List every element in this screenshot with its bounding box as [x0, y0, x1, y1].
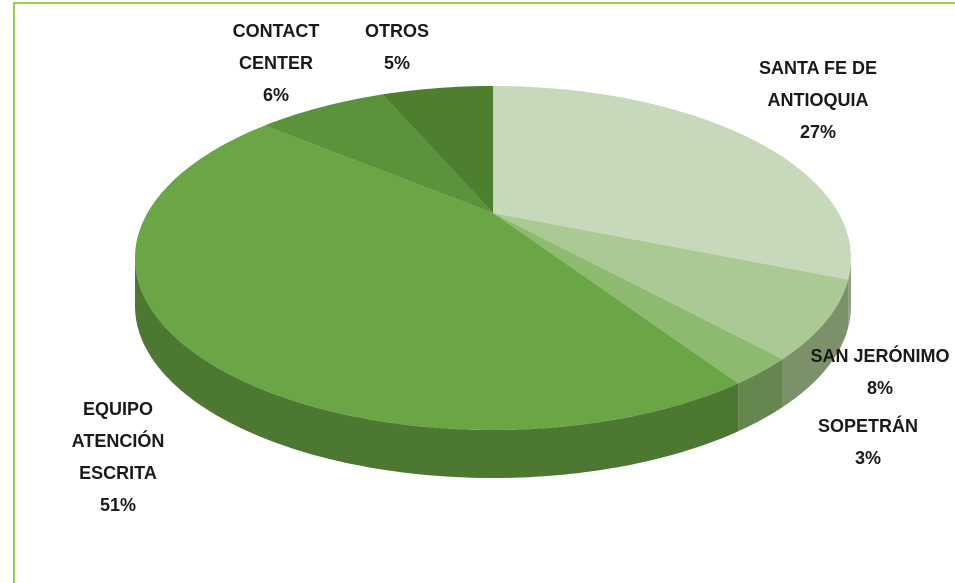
- pie-slice: [493, 213, 849, 360]
- pie-slice: [493, 86, 851, 280]
- category-name: SANTA FE DE ANTIOQUIA: [758, 58, 877, 110]
- percent-label: 5%: [383, 53, 410, 73]
- percent-label: 6%: [262, 85, 289, 105]
- chart-border: [13, 2, 955, 583]
- slice-label: SOPETRÁN 3%: [788, 410, 948, 474]
- category-name: OTROS: [364, 21, 429, 41]
- slice-label: SANTA FE DE ANTIOQUIA 27%: [738, 52, 898, 148]
- category-name: CONTACT CENTER: [232, 21, 320, 73]
- pie-side: [848, 258, 851, 328]
- slice-label: CONTACT CENTER 6%: [221, 15, 331, 111]
- pie-slice: [135, 125, 739, 430]
- slice-label: OTROS 5%: [352, 15, 442, 79]
- slice-label: SAN JERÓNIMO 8%: [780, 340, 955, 404]
- category-name: EQUIPO ATENCIÓN ESCRITA: [71, 399, 165, 483]
- category-name: SAN JERÓNIMO: [810, 346, 950, 366]
- pie-slice: [264, 94, 493, 213]
- percent-label: 8%: [866, 378, 893, 398]
- pie-slice: [493, 213, 783, 384]
- percent-label: 3%: [854, 448, 881, 468]
- percent-label: 51%: [99, 495, 137, 515]
- pie-side: [738, 359, 783, 432]
- pie-side: [782, 279, 849, 408]
- slice-label: EQUIPO ATENCIÓN ESCRITA 51%: [53, 393, 183, 521]
- pie-slice: [382, 86, 493, 213]
- pie-side: [135, 258, 739, 478]
- category-name: SOPETRÁN: [817, 416, 918, 436]
- percent-label: 27%: [799, 122, 837, 142]
